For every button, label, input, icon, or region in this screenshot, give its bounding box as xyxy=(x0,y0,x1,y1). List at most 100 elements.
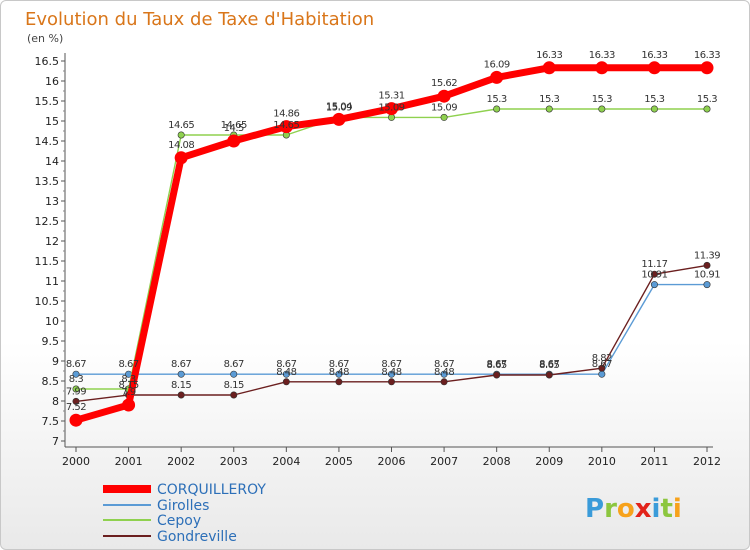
chart-title: Evolution du Taux de Taxe d'Habitation xyxy=(25,9,374,30)
y-tick-label: 15.5 xyxy=(35,95,60,108)
data-label-cepoy: 15.3 xyxy=(592,94,612,105)
data-point-gondreville xyxy=(703,261,711,269)
data-label-corquilleroy: 14.86 xyxy=(273,109,299,120)
y-tick-label: 16 xyxy=(45,75,59,88)
y-tick-label: 8.5 xyxy=(42,375,60,388)
data-point-girolles xyxy=(703,281,711,289)
data-point-corquilleroy xyxy=(542,61,556,75)
data-point-cepoy xyxy=(598,105,606,113)
logo-letter: x xyxy=(635,494,652,524)
data-point-corquilleroy xyxy=(647,61,661,75)
data-point-gondreville xyxy=(387,378,395,386)
x-tick-label: 2002 xyxy=(167,455,195,468)
data-point-girolles xyxy=(230,370,238,378)
chart-subtitle: (en %) xyxy=(27,32,63,45)
logo-letter: r xyxy=(604,494,617,524)
data-point-corquilleroy xyxy=(174,151,188,165)
data-point-girolles xyxy=(598,370,606,378)
data-label-cepoy: 14.65 xyxy=(221,120,247,131)
legend-label-girolles: Girolles xyxy=(157,498,209,514)
data-label-corquilleroy: 7.9 xyxy=(121,387,136,398)
data-label-gondreville: 8.48 xyxy=(329,367,349,378)
y-tick-label: 7 xyxy=(52,435,59,448)
y-tick-label: 16.5 xyxy=(35,55,60,68)
data-point-cepoy xyxy=(703,105,711,113)
y-tick-label: 12 xyxy=(45,235,59,248)
data-point-corquilleroy xyxy=(490,70,504,84)
data-point-gondreville xyxy=(440,378,448,386)
data-label-corquilleroy: 14.5 xyxy=(224,123,244,134)
x-tick-label: 2003 xyxy=(220,455,248,468)
data-point-corquilleroy xyxy=(69,413,83,427)
y-tick-label: 13 xyxy=(45,195,59,208)
data-point-corquilleroy xyxy=(385,102,398,116)
data-point-gondreville xyxy=(598,364,606,372)
data-label-gondreville: 8.48 xyxy=(434,367,454,378)
data-label-corquilleroy: 15.62 xyxy=(431,78,457,89)
data-label-cepoy: 15.09 xyxy=(378,102,404,113)
y-tick-label: 9.5 xyxy=(42,335,60,348)
data-label-gondreville: 8.48 xyxy=(276,367,296,378)
data-point-gondreville xyxy=(230,391,238,399)
data-label-cepoy: 15.3 xyxy=(697,94,717,105)
data-label-girolles: 8.67 xyxy=(539,359,559,370)
y-tick-label: 11 xyxy=(45,275,59,288)
data-label-girolles: 8.67 xyxy=(381,359,401,370)
logo-letter: P xyxy=(585,494,604,524)
data-point-gondreville xyxy=(282,378,290,386)
data-point-gondreville xyxy=(650,270,658,278)
data-label-gondreville: 8.65 xyxy=(539,360,559,371)
data-point-gondreville xyxy=(177,391,185,399)
data-point-gondreville xyxy=(72,397,80,405)
data-label-cepoy: 8.3 xyxy=(69,374,84,385)
x-tick-label: 2000 xyxy=(62,455,90,468)
data-point-cepoy xyxy=(387,113,395,121)
data-point-girolles xyxy=(335,370,343,378)
data-label-corquilleroy: 7.52 xyxy=(66,402,86,413)
axes: 7 7.5 8 8.5 9 9.5 10 10.5 11 11.5 12 12.5 13 13.5 14 14… xyxy=(35,53,721,468)
y-tick-label: 14.5 xyxy=(35,135,60,148)
data-point-corquilleroy xyxy=(595,61,609,75)
data-label-cepoy: 15.09 xyxy=(431,102,457,113)
data-label-corquilleroy: 16.33 xyxy=(589,50,615,61)
x-tick-label: 2008 xyxy=(483,455,511,468)
y-tick-label: 10.5 xyxy=(35,295,60,308)
data-point-cepoy xyxy=(177,131,185,139)
data-label-girolles: 8.67 xyxy=(276,359,296,370)
data-point-cepoy xyxy=(440,113,448,121)
x-tick-label: 2007 xyxy=(430,455,458,468)
x-tick-label: 2011 xyxy=(640,455,668,468)
data-label-gondreville: 11.39 xyxy=(694,250,720,261)
logo-letter: i xyxy=(673,494,682,524)
data-label-girolles: 8.67 xyxy=(487,359,507,370)
data-point-corquilleroy xyxy=(227,134,241,148)
data-label-cepoy: 14.65 xyxy=(168,120,194,131)
data-point-girolles xyxy=(177,370,185,378)
y-tick-label: 11.5 xyxy=(35,255,60,268)
data-label-gondreville: 8.15 xyxy=(224,380,244,391)
x-tick-label: 2004 xyxy=(272,455,300,468)
data-label-corquilleroy: 14.08 xyxy=(168,140,194,151)
y-tick-label: 12.5 xyxy=(35,215,60,228)
data-point-cepoy xyxy=(650,105,658,113)
data-label-gondreville: 7.99 xyxy=(66,386,86,397)
data-point-corquilleroy xyxy=(332,112,346,126)
y-tick-label: 8 xyxy=(52,395,59,408)
data-point-girolles xyxy=(282,370,290,378)
data-label-gondreville: 8.15 xyxy=(171,380,191,391)
data-label-cepoy: 15.3 xyxy=(487,94,507,105)
logo-letter: i xyxy=(652,494,661,524)
data-label-gondreville: 11.17 xyxy=(641,259,667,270)
logo-letter: o xyxy=(617,494,635,524)
data-label-corquilleroy: 15.31 xyxy=(378,91,404,102)
data-label-corquilleroy: 16.33 xyxy=(641,50,667,61)
data-point-girolles xyxy=(650,281,658,289)
y-tick-label: 15 xyxy=(45,115,59,128)
data-label-girolles: 8.67 xyxy=(329,359,349,370)
data-label-gondreville: 8.65 xyxy=(487,360,507,371)
y-tick-label: 13.5 xyxy=(35,175,60,188)
data-point-gondreville xyxy=(335,378,343,386)
data-label-gondreville: 8.15 xyxy=(118,380,138,391)
data-label-girolles: 8.67 xyxy=(171,359,191,370)
